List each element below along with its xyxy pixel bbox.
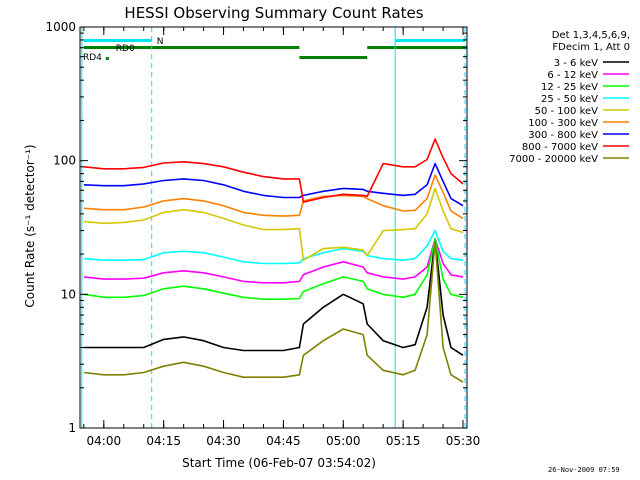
flag-bars: N RD0 RD4 — [83, 37, 467, 63]
plot-frame — [79, 26, 468, 429]
series-lines — [83, 138, 464, 383]
x-tick-label: 04:00 — [87, 434, 122, 448]
rd4-flag-dot — [105, 57, 109, 60]
series-line — [83, 240, 464, 383]
n-flag-bar — [83, 39, 152, 42]
series-line — [83, 238, 464, 356]
x-tick-label: 05:15 — [386, 434, 421, 448]
chart-title: HESSI Observing Summary Count Rates — [124, 4, 423, 22]
x-tick-labels: 04:00 04:15 04:30 04:45 05:00 05:15 05:30 — [87, 434, 481, 448]
series-line — [83, 238, 464, 284]
legend-header-line: FDecim 1, Att 0 — [552, 42, 630, 53]
series-line — [83, 187, 464, 262]
legend-entry-label: 50 - 100 keV — [535, 106, 599, 117]
y-tick-labels: 1 10 100 1000 — [45, 20, 76, 435]
legend-entry-label: 800 - 7000 keV — [522, 142, 598, 153]
legend-entry-label: 100 - 300 keV — [528, 118, 598, 129]
y-tick-label: 100 — [53, 154, 76, 168]
rd0-flag-label: RD0 — [116, 44, 135, 54]
time-markers — [81, 27, 466, 428]
legend-entry-label: 7000 - 20000 keV — [509, 154, 598, 165]
legend: Det 1,3,4,5,6,9,FDecim 1, Att 0 3 - 6 keV… — [509, 30, 630, 165]
x-tick-label: 05:00 — [326, 434, 361, 448]
axis-ticks — [80, 26, 467, 429]
rd4-flag-label: RD4 — [83, 53, 102, 63]
x-tick-label: 05:30 — [446, 434, 481, 448]
n-flag-bar — [395, 39, 466, 42]
series-line — [83, 238, 464, 301]
y-tick-label: 1 — [68, 421, 76, 435]
y-tick-label: 1000 — [45, 20, 76, 34]
x-tick-label: 04:15 — [146, 434, 181, 448]
rd0-flag-bar-low — [299, 56, 368, 59]
y-axis-label: Count Rate (s⁻¹ detector⁻¹) — [23, 144, 37, 307]
y-tick-label: 10 — [61, 287, 76, 301]
legend-entry-label: 300 - 800 keV — [528, 130, 598, 141]
render-timestamp: 26-Nov-2009 07:59 — [548, 466, 620, 474]
series-line — [83, 162, 464, 207]
rd0-flag-bar — [367, 46, 467, 49]
x-tick-label: 04:45 — [266, 434, 301, 448]
legend-entry-label: 25 - 50 keV — [541, 94, 598, 105]
legend-header-line: Det 1,3,4,5,6,9, — [552, 30, 630, 41]
rd0-flag-bar — [83, 46, 300, 49]
x-axis-label: Start Time (06-Feb-07 03:54:02) — [182, 456, 376, 470]
series-line — [83, 138, 464, 203]
legend-entry-label: 6 - 12 keV — [547, 70, 598, 81]
n-flag-label: N — [157, 37, 164, 47]
legend-entry-label: 3 - 6 keV — [554, 58, 598, 69]
legend-entry-label: 12 - 25 keV — [541, 82, 598, 93]
x-tick-label: 04:30 — [206, 434, 241, 448]
series-line — [83, 229, 464, 265]
